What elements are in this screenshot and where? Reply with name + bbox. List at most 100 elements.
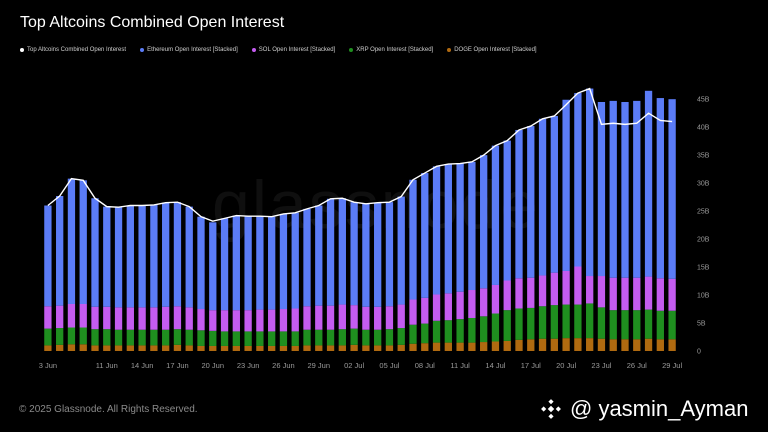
legend-item-combined[interactable]: Top Altcoins Combined Open Interest (20, 47, 126, 53)
bar-segment-xrp (480, 316, 488, 343)
bar-segment-xrp (432, 320, 441, 343)
bar-segment-xrp (220, 331, 229, 346)
bar-segment-xrp (197, 330, 205, 346)
bar-segment-xrp (79, 327, 87, 345)
bar-segment-doge (456, 342, 464, 351)
bar-segment-xrp (562, 304, 570, 339)
x-tick-label: 23 Jul (591, 361, 611, 370)
legend-item-doge[interactable]: DOGE Open Interest [Stacked] (447, 47, 537, 53)
bar-segment-ethereum (185, 206, 193, 308)
bar-segment-sol (562, 270, 570, 305)
bar-segment-sol (621, 277, 629, 311)
bar-segment-ethereum (268, 216, 276, 310)
y-tick-label: 30B (697, 181, 710, 188)
chart-legend: Top Altcoins Combined Open Interest Ethe… (20, 47, 537, 53)
bar-segment-ethereum (397, 196, 405, 305)
legend-item-sol[interactable]: SOL Open Interest [Stacked] (251, 47, 335, 53)
bar-segment-xrp (597, 307, 606, 339)
bar-segment-ethereum (303, 208, 311, 307)
bar-segment-ethereum (279, 213, 288, 310)
x-tick-label: 26 Jun (272, 361, 295, 370)
bar-segment-ethereum (633, 100, 641, 278)
bar-segment-sol (374, 306, 382, 330)
bar-segment-sol (67, 304, 76, 328)
bar-segment-doge (232, 345, 240, 351)
bar-segment-doge (515, 339, 523, 351)
bar-segment-xrp (138, 329, 146, 346)
x-axis: 3 Jun 11 Jun 14 Jun 17 Jun 20 Jun 23 Jun 26 Ju… (39, 361, 683, 370)
bar-segment-doge (268, 345, 276, 351)
bar-segment-ethereum (527, 126, 535, 278)
bar-segment-sol (456, 291, 464, 320)
bar-segment-sol (56, 305, 64, 329)
x-tick-label: 14 Jun (131, 361, 154, 370)
bar-segment-doge (668, 339, 676, 351)
bar-segment-xrp (456, 319, 464, 343)
bar-segment-ethereum (468, 161, 476, 290)
bar-segment-sol (491, 284, 500, 314)
bar-segment-xrp (527, 307, 535, 340)
bar-segment-doge (480, 342, 488, 351)
y-tick-label: 0 (697, 349, 701, 356)
legend-item-ethereum[interactable]: Ethereum Open Interest [Stacked] (140, 47, 238, 53)
x-tick-label: 11 Jul (450, 361, 470, 370)
bar-segment-ethereum (621, 101, 629, 278)
bar-segment-xrp (162, 329, 170, 346)
bar-segment-xrp (209, 330, 217, 346)
legend-swatch-sol (251, 48, 256, 52)
bar-segment-xrp (656, 310, 664, 340)
bar-segment-sol (409, 299, 417, 325)
legend-label-xrp: XRP Open Interest [Stacked] (356, 47, 434, 53)
bar-segment-xrp (409, 324, 417, 344)
bar-segment-sol (609, 277, 617, 311)
combined-line-group (47, 87, 673, 222)
bar-segment-ethereum (597, 101, 606, 277)
bar-segment-doge (503, 340, 511, 351)
bar-segment-sol (397, 304, 405, 329)
bar-segment-sol (279, 309, 288, 332)
bar-segment-doge (79, 344, 87, 351)
x-tick-label: 29 Jul (662, 361, 682, 370)
bar-segment-sol (303, 306, 311, 330)
bar-segment-xrp (644, 309, 653, 339)
bar-segment-sol (173, 306, 182, 330)
bar-segment-ethereum (326, 198, 335, 306)
bar-segment-ethereum (79, 180, 87, 304)
bar-segment-ethereum (421, 173, 429, 298)
bar-segment-ethereum (385, 202, 394, 307)
bar-segment-doge (574, 338, 582, 351)
bar-segment-ethereum (409, 179, 417, 300)
bar-segment-doge (409, 343, 417, 351)
bar-segment-xrp (491, 313, 500, 342)
author-handle[interactable]: @ yasmin_Ayman (540, 396, 748, 422)
bar-segment-doge (185, 345, 193, 351)
bar-segment-xrp (185, 329, 193, 346)
legend-item-xrp[interactable]: XRP Open Interest [Stacked] (349, 47, 433, 53)
bar-segment-sol (91, 306, 99, 330)
x-tick-label: 11 Jun (96, 361, 118, 370)
bar-segment-ethereum (291, 212, 299, 309)
bar-segment-doge (397, 344, 405, 351)
bar-segment-xrp (397, 328, 405, 345)
bar-segment-xrp (150, 329, 158, 346)
bar-segment-doge (91, 345, 99, 351)
bar-segment-ethereum (644, 90, 653, 277)
bar-segment-sol (232, 310, 240, 332)
bar-segment-doge (138, 345, 146, 351)
bar-segment-ethereum (256, 216, 264, 310)
bar-segment-xrp (503, 310, 511, 341)
bar-segment-doge (209, 345, 217, 351)
bar-segment-xrp (362, 329, 370, 346)
bar-segment-doge (197, 345, 205, 351)
bar-segment-doge (491, 341, 500, 351)
bar-segment-doge (326, 345, 335, 351)
bar-segment-xrp (291, 331, 299, 346)
bar-segment-ethereum (432, 166, 441, 295)
bar-segment-sol (586, 276, 594, 304)
x-tick-label: 17 Jul (521, 361, 541, 370)
legend-label-ethereum: Ethereum Open Interest [Stacked] (147, 47, 238, 53)
bar-segment-doge (303, 345, 311, 351)
bar-segment-xrp (338, 329, 346, 346)
x-tick-label: 20 Jun (202, 361, 225, 370)
